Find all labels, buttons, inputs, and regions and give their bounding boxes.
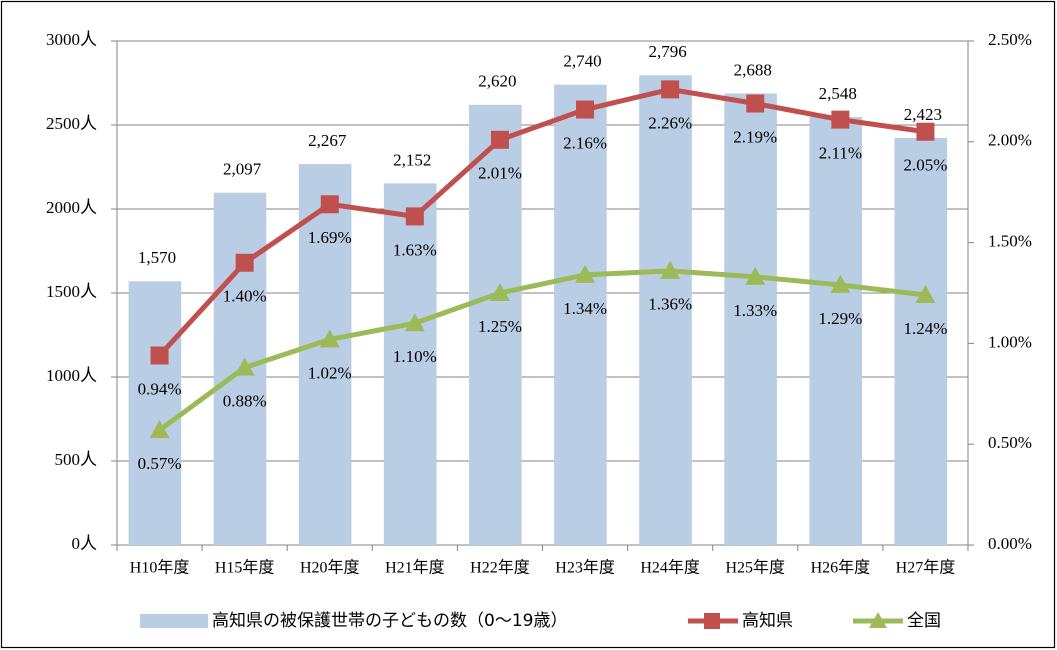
point-label: 1.29%	[818, 309, 862, 328]
y-tick-label: 3000人	[46, 30, 97, 49]
marker	[916, 122, 935, 141]
x-tick-label: H27年度	[896, 559, 956, 577]
marker	[575, 264, 596, 283]
marker	[320, 195, 339, 214]
marker	[745, 266, 766, 285]
x-tick-label: H26年度	[811, 559, 871, 577]
y-tick-label: 2000人	[46, 198, 97, 217]
marker	[319, 329, 340, 348]
y-tick-label: 1000人	[46, 366, 97, 385]
y2-tick-label: 2.00%	[988, 131, 1032, 150]
point-label: 1.40%	[223, 287, 267, 306]
y-tick-label: 1500人	[46, 282, 97, 301]
x-tick-label: H25年度	[725, 559, 785, 577]
point-label: 0.88%	[223, 391, 267, 410]
x-tick-label: H23年度	[555, 559, 615, 577]
legend-swatch	[140, 614, 208, 628]
legend-label: 高知県	[742, 611, 793, 631]
y-tick-label: 500人	[55, 450, 98, 469]
point-label: 1.63%	[393, 240, 437, 259]
y2-tick-label: 1.50%	[988, 232, 1032, 251]
bar	[298, 164, 352, 546]
bar	[128, 281, 182, 545]
marker	[576, 100, 595, 119]
y-tick-label: 0人	[72, 534, 98, 553]
point-label: 1.33%	[733, 301, 777, 320]
marker	[234, 357, 255, 376]
y2-tick-label: 2.50%	[988, 30, 1032, 49]
bar-label: 2,688	[734, 60, 772, 79]
bar-label: 2,267	[308, 131, 347, 150]
bar	[554, 84, 607, 546]
marker	[489, 283, 510, 301]
legend-marker	[704, 613, 720, 629]
point-label: 2.05%	[903, 156, 947, 175]
marker	[404, 313, 425, 332]
bar-label: 2,097	[223, 160, 262, 179]
x-tick-label: H20年度	[300, 559, 360, 577]
legend-label: 全国	[907, 611, 941, 631]
point-label: 2.19%	[733, 127, 777, 146]
bar	[894, 137, 948, 545]
x-tick-label: H21年度	[385, 559, 445, 577]
y2-tick-label: 0.50%	[988, 433, 1032, 452]
y2-tick-label: 1.00%	[988, 332, 1032, 351]
point-label: 0.94%	[138, 379, 182, 398]
point-label: 1.36%	[648, 295, 692, 314]
marker	[405, 207, 424, 226]
point-label: 2.01%	[478, 164, 522, 183]
point-label: 2.26%	[648, 113, 692, 132]
point-label: 1.10%	[393, 347, 437, 366]
marker	[235, 253, 254, 272]
marker	[660, 260, 681, 279]
x-tick-label: H22年度	[470, 559, 530, 577]
line	[158, 268, 926, 433]
bar	[724, 93, 777, 545]
point-label: 0.57%	[138, 454, 182, 473]
bar-label: 2,152	[393, 150, 431, 169]
bar	[809, 116, 863, 545]
point-label: 1.34%	[563, 299, 607, 318]
x-tick-label: H10年度	[130, 559, 190, 577]
legend-label: 高知県の被保護世帯の子どもの数（0〜19歳）	[212, 611, 567, 631]
marker	[830, 274, 851, 293]
marker	[150, 346, 169, 365]
marker	[831, 110, 850, 129]
bar	[639, 75, 692, 545]
x-tick-label: H24年度	[640, 559, 700, 577]
legend-marker	[869, 612, 887, 628]
bar	[469, 104, 522, 545]
marker	[661, 80, 680, 99]
x-tick-label: H15年度	[215, 559, 275, 577]
point-label: 2.11%	[819, 144, 862, 163]
line	[157, 86, 926, 358]
bar-label: 1,570	[138, 248, 176, 267]
bar-label: 2,423	[904, 105, 942, 124]
y2-tick-label: 0.00%	[988, 534, 1032, 553]
bar-label: 2,620	[478, 72, 516, 91]
point-label: 2.16%	[563, 133, 607, 152]
marker	[746, 94, 765, 113]
point-label: 1.24%	[903, 319, 947, 338]
bar-label: 2,740	[563, 52, 601, 71]
marker	[490, 130, 509, 149]
bar	[383, 183, 437, 546]
y-tick-label: 2500人	[46, 114, 97, 133]
point-label: 1.69%	[308, 228, 352, 247]
bar-label: 2,548	[819, 84, 857, 103]
point-label: 1.02%	[308, 363, 352, 382]
marker	[915, 285, 936, 304]
point-label: 1.25%	[478, 317, 522, 336]
marker	[149, 420, 170, 439]
bar-label: 2,796	[648, 42, 686, 61]
